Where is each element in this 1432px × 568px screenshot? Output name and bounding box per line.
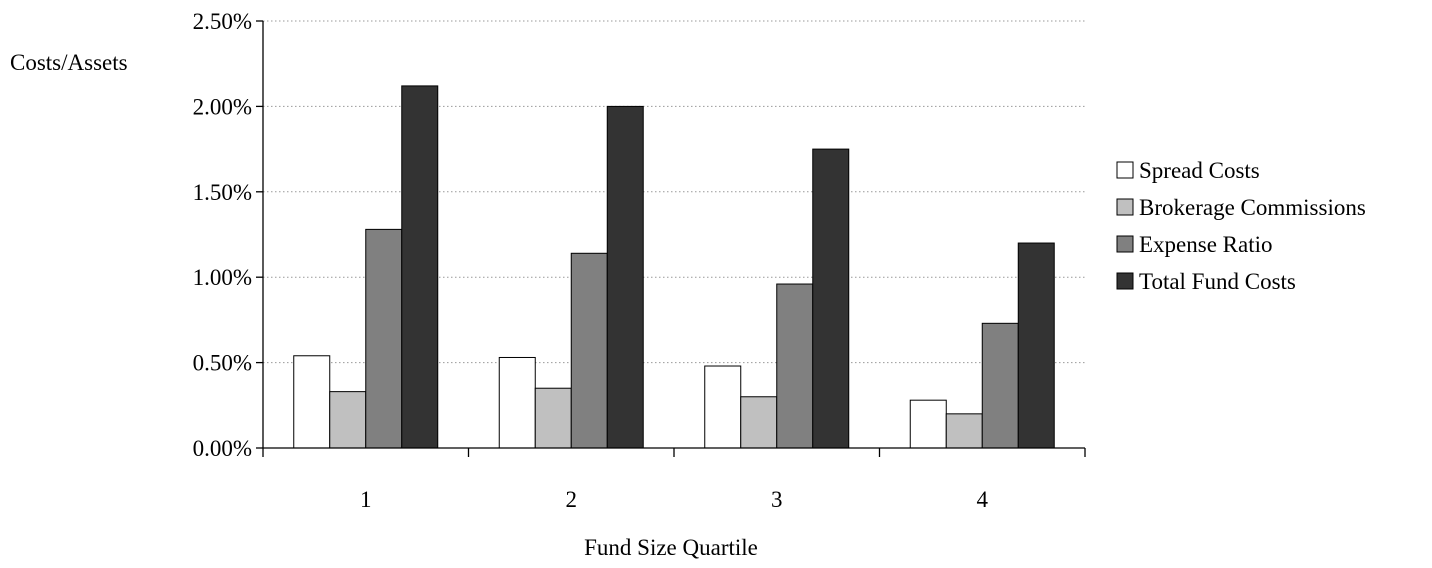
bar-expense-ratio-1 bbox=[365, 228, 403, 449]
bar-total-fund-costs-1 bbox=[401, 85, 439, 449]
x-axis-title: Fund Size Quartile bbox=[584, 535, 758, 560]
bar-spread-costs-2 bbox=[498, 356, 536, 449]
bar-brokerage-commissions-3 bbox=[740, 396, 778, 449]
bar-brokerage-commissions-4 bbox=[945, 413, 983, 449]
bar-spread-costs-3 bbox=[704, 365, 742, 449]
y-tick-label: 0.00% bbox=[193, 436, 252, 461]
y-tick-labels: 0.00% 0.50% 1.00% 1.50% 2.00% 2.50% bbox=[193, 9, 252, 461]
bar-brokerage-commissions-2 bbox=[534, 387, 572, 449]
legend-swatch-total-fund-costs bbox=[1116, 272, 1134, 290]
legend: Spread Costs Brokerage Commissions Expense… bbox=[1116, 158, 1366, 294]
x-tick-label: 4 bbox=[977, 487, 989, 512]
x-tick-label: 2 bbox=[566, 487, 578, 512]
x-tick-labels: 1 2 3 4 bbox=[360, 487, 989, 512]
axes bbox=[256, 20, 1086, 457]
legend-label-expense-ratio: Expense Ratio bbox=[1139, 232, 1273, 257]
y-tick-label: 2.50% bbox=[193, 9, 252, 34]
legend-swatch-brokerage-commissions bbox=[1116, 198, 1134, 216]
legend-label-total-fund-costs: Total Fund Costs bbox=[1139, 269, 1296, 294]
bar-total-fund-costs-3 bbox=[812, 148, 850, 449]
legend-label-brokerage-commissions: Brokerage Commissions bbox=[1139, 195, 1366, 220]
y-axis-title: Costs/Assets bbox=[10, 50, 128, 75]
bar-brokerage-commissions-1 bbox=[329, 391, 367, 449]
y-tick-label: 2.00% bbox=[193, 94, 252, 119]
y-tick-label: 0.50% bbox=[193, 351, 252, 376]
y-tick-label: 1.50% bbox=[193, 180, 252, 205]
x-tick-label: 3 bbox=[771, 487, 783, 512]
bar-total-fund-costs-4 bbox=[1017, 242, 1055, 449]
bar-expense-ratio-2 bbox=[570, 252, 608, 449]
bar-spread-costs-4 bbox=[909, 399, 947, 449]
bar-expense-ratio-4 bbox=[981, 322, 1019, 449]
legend-label-spread-costs: Spread Costs bbox=[1139, 158, 1260, 183]
legend-swatch-spread-costs bbox=[1116, 161, 1134, 179]
legend-swatch-expense-ratio bbox=[1116, 235, 1134, 253]
bar-spread-costs-1 bbox=[293, 355, 331, 449]
y-tick-label: 1.00% bbox=[193, 265, 252, 290]
bars bbox=[293, 85, 1055, 449]
x-tick-label: 1 bbox=[360, 487, 372, 512]
bar-expense-ratio-3 bbox=[776, 283, 814, 449]
bar-total-fund-costs-2 bbox=[606, 105, 644, 449]
